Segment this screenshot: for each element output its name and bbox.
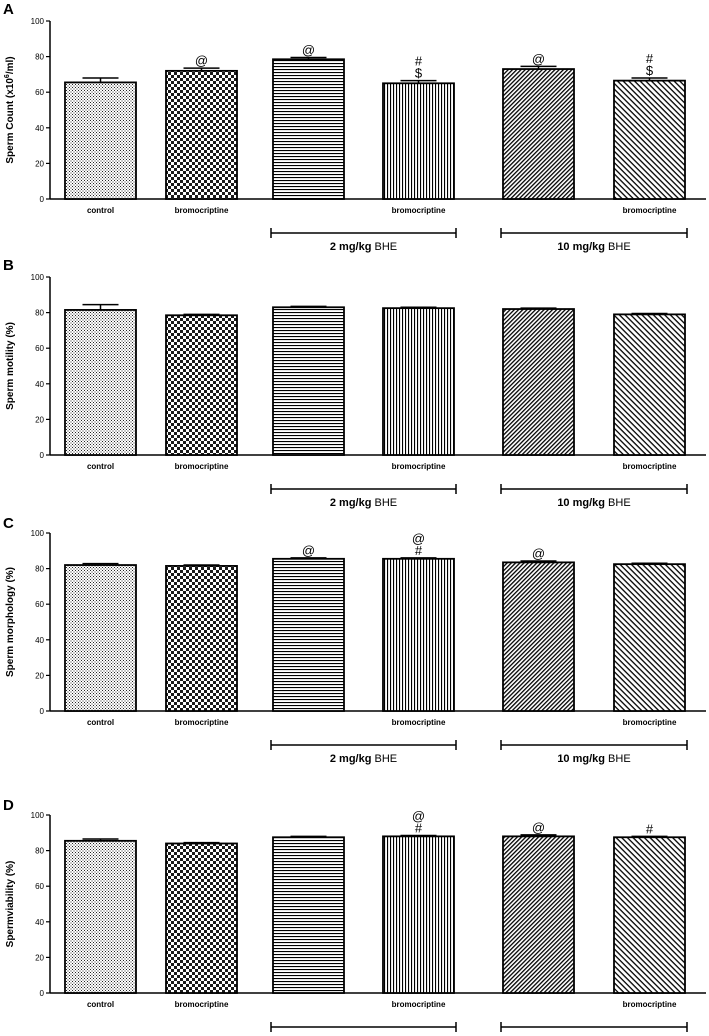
y-axis-label: Sperm Count (x106/ml) [4, 56, 16, 163]
y-tick-label: 80 [35, 53, 44, 62]
y-tick-label: 40 [35, 636, 44, 645]
bar [272, 557, 345, 712]
significance-marker: @ [302, 543, 315, 558]
panel-letter: B [3, 257, 14, 274]
bar [502, 68, 575, 200]
x-category-label: control [87, 462, 114, 471]
significance-marker: $ [415, 66, 423, 81]
x-category-label: bromocriptine [623, 462, 677, 471]
y-tick-label: 0 [40, 195, 45, 204]
bar [502, 308, 575, 456]
x-category-label: bromocriptine [175, 718, 229, 727]
y-tick-label: 100 [31, 17, 45, 26]
bar [613, 79, 686, 200]
y-tick-label: 60 [35, 600, 44, 609]
bar [613, 563, 686, 712]
y-tick-label: 20 [35, 671, 44, 680]
y-tick-label: 40 [35, 918, 44, 927]
bar [382, 557, 455, 712]
bar [165, 314, 238, 456]
y-tick-label: 80 [35, 565, 44, 574]
x-category-label: bromocriptine [392, 718, 446, 727]
y-tick-label: 60 [35, 88, 44, 97]
significance-marker: @ [195, 53, 208, 68]
y-tick-label: 40 [35, 380, 44, 389]
x-category-label: bromocriptine [623, 718, 677, 727]
x-category-label: bromocriptine [175, 462, 229, 471]
significance-marker: @ [532, 546, 545, 561]
y-tick-label: 20 [35, 415, 44, 424]
x-category-label: bromocriptine [175, 1000, 229, 1009]
bar [502, 561, 575, 712]
panel-letter: A [3, 1, 14, 18]
y-tick-label: 60 [35, 344, 44, 353]
bar [272, 836, 345, 994]
significance-marker: @ [302, 42, 315, 57]
x-category-label: control [87, 206, 114, 215]
significance-marker: # [415, 820, 423, 835]
panel-b: B 0 20 40 60 80 100 Sperm motility (%) control br… [3, 257, 706, 509]
bar [272, 306, 345, 456]
group-label: 10 mg/kg BHE [557, 497, 630, 509]
y-tick-label: 0 [40, 989, 45, 998]
bar [165, 565, 238, 712]
panel-letter: C [3, 515, 14, 532]
bar [502, 835, 575, 994]
significance-marker: @ [532, 51, 545, 66]
bar [613, 836, 686, 994]
y-tick-label: 60 [35, 882, 44, 891]
y-tick-label: 40 [35, 124, 44, 133]
group-label: 2 mg/kg BHE [330, 241, 397, 253]
significance-marker: @ [532, 820, 545, 835]
panel-c: C 0 20 40 60 80 100 Sperm morphology (%) control… [3, 515, 706, 765]
y-tick-label: 20 [35, 953, 44, 962]
y-tick-label: 0 [40, 451, 45, 460]
x-category-label: bromocriptine [175, 206, 229, 215]
y-tick-label: 80 [35, 847, 44, 856]
significance-marker: # [646, 821, 654, 836]
x-category-label: bromocriptine [392, 206, 446, 215]
panel-letter: D [3, 797, 14, 814]
y-axis-label: Sperm motility (%) [5, 322, 16, 410]
y-axis-label: Sperm morphology (%) [5, 567, 16, 677]
significance-marker: # [646, 51, 654, 66]
bar [382, 82, 455, 200]
bar [272, 58, 345, 200]
bar [64, 81, 137, 200]
x-category-label: bromocriptine [623, 1000, 677, 1009]
y-tick-label: 80 [35, 309, 44, 318]
y-tick-label: 100 [31, 529, 45, 538]
bar [165, 842, 238, 994]
significance-marker: @ [412, 531, 425, 546]
x-category-label: bromocriptine [392, 462, 446, 471]
y-tick-label: 20 [35, 159, 44, 168]
y-tick-label: 0 [40, 707, 45, 716]
bar [64, 309, 137, 456]
group-label: 10 mg/kg BHE [557, 753, 630, 765]
bar [64, 564, 137, 712]
group-label: 2 mg/kg BHE [330, 497, 397, 509]
bar [165, 69, 238, 200]
x-category-label: bromocriptine [623, 206, 677, 215]
significance-marker: # [415, 543, 423, 558]
panel-d: D 0 20 40 60 80 100 Spermviability (%) control br… [3, 797, 706, 1036]
x-category-label: control [87, 1000, 114, 1009]
panel-a: A 0 20 40 60 80 100 Sperm Count (x106/ml) contro… [3, 1, 706, 253]
bar [382, 835, 455, 994]
y-axis-label: Spermviability (%) [5, 861, 16, 948]
significance-marker: # [415, 54, 423, 69]
bar [382, 307, 455, 456]
x-category-label: bromocriptine [392, 1000, 446, 1009]
y-tick-label: 100 [31, 273, 45, 282]
group-label: 2 mg/kg BHE [330, 753, 397, 765]
significance-marker: @ [412, 808, 425, 823]
significance-marker: $ [646, 63, 654, 78]
y-tick-label: 100 [31, 811, 45, 820]
group-label: 10 mg/kg BHE [557, 241, 630, 253]
x-category-label: control [87, 718, 114, 727]
bar [64, 839, 137, 994]
bar [613, 313, 686, 456]
